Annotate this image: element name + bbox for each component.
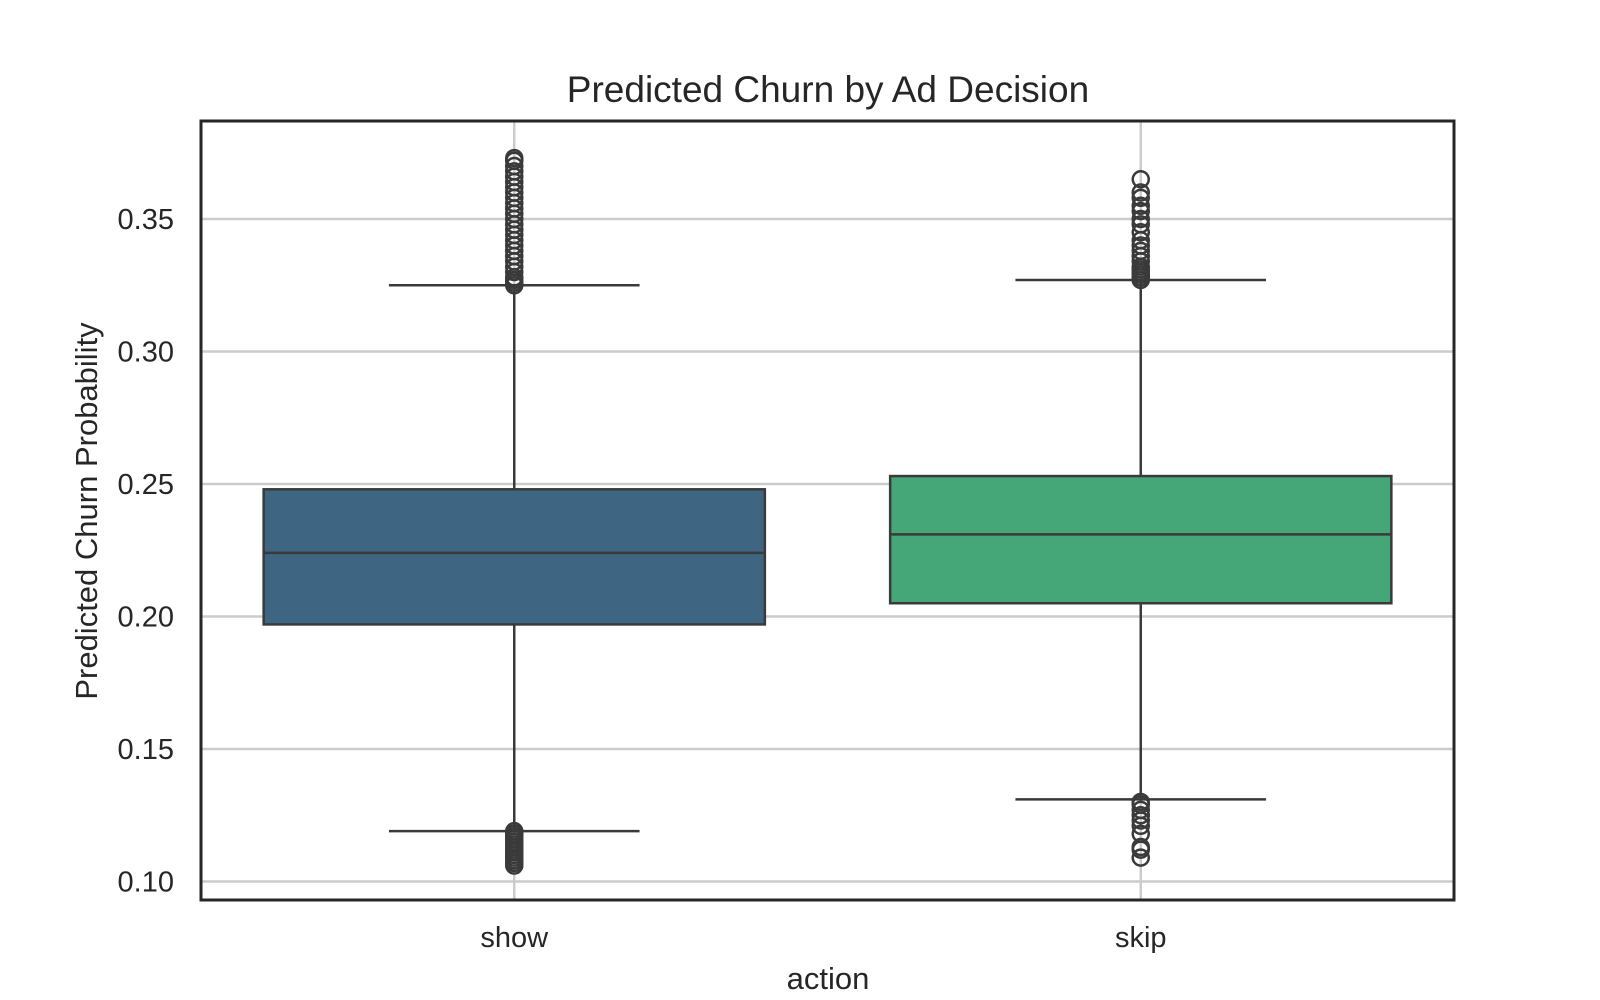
outlier-point — [1131, 800, 1150, 820]
outlier-point — [1131, 805, 1150, 825]
box-show — [262, 148, 767, 875]
x-tick-labels: show skip — [480, 922, 1166, 954]
iqr-box — [888, 474, 1393, 605]
y-tick-label: 0.20 — [118, 601, 174, 633]
y-axis-label: Predicted Churn Probability — [69, 322, 104, 700]
y-tick-label: 0.35 — [118, 204, 174, 236]
y-tick-label: 0.25 — [118, 469, 174, 501]
outlier-point — [1131, 236, 1150, 255]
boxes — [262, 148, 1393, 875]
y-tick-labels: 0.10 0.15 0.20 0.25 0.30 0.35 — [118, 204, 174, 898]
chart-title: Predicted Churn by Ad Decision — [567, 69, 1089, 110]
outlier-point — [1131, 837, 1150, 857]
outlier-point — [1131, 215, 1150, 234]
outlier-point — [1131, 792, 1150, 812]
plot-frame — [199, 119, 1456, 902]
outlier-point — [1131, 201, 1150, 221]
box-skip — [888, 170, 1393, 867]
y-tick-label: 0.30 — [118, 337, 174, 369]
x-tick-label: skip — [1115, 922, 1167, 954]
outlier-point — [1131, 223, 1150, 242]
outlier-point — [1131, 824, 1150, 844]
outlier-point — [1131, 188, 1150, 208]
y-tick-label: 0.15 — [118, 734, 174, 766]
outlier-point — [1131, 183, 1150, 202]
outlier-point — [505, 156, 524, 176]
x-tick-label: show — [480, 922, 549, 954]
outlier-point — [1131, 209, 1150, 229]
outlier-point — [1131, 196, 1150, 216]
outlier-point — [1131, 170, 1150, 189]
outlier-point — [1131, 848, 1150, 867]
iqr-box — [262, 488, 767, 626]
outlier-point — [505, 821, 524, 841]
outlier-point — [505, 162, 524, 181]
outlier-point — [505, 148, 524, 168]
x-axis-label: action — [787, 961, 870, 996]
outlier-point — [1131, 241, 1150, 261]
y-tick-label: 0.10 — [118, 866, 174, 898]
